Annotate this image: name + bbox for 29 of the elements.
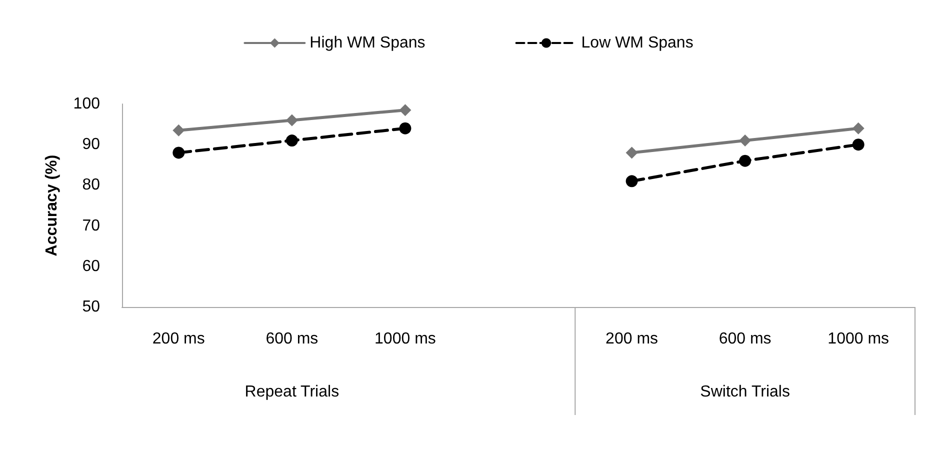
x-tick-label: 1000 ms [374, 330, 436, 348]
x-tick-label: 600 ms [718, 330, 772, 348]
y-tick-label: 80 [82, 176, 100, 194]
x-tick-label: 200 ms [606, 330, 658, 348]
x-tick-label: 600 ms [266, 330, 318, 348]
y-tick-label: 70 [82, 217, 100, 234]
point [172, 146, 185, 159]
y-tick-label: 90 [82, 136, 100, 154]
point [852, 138, 864, 151]
y-tick-label: 50 [82, 298, 100, 316]
text: Switch Trials [700, 384, 790, 400]
point [852, 122, 864, 134]
x-tick-label: 1000 ms [828, 330, 890, 348]
point [739, 134, 752, 147]
y-axis-title: Accuracy (%) [44, 154, 60, 256]
point [286, 114, 298, 126]
point [739, 154, 752, 167]
x-tick-label: 200 ms [152, 330, 205, 348]
y-tick-label: 100 [73, 96, 100, 112]
point [172, 124, 185, 136]
point [399, 122, 412, 134]
point [626, 146, 638, 159]
y-tick-label: 60 [82, 258, 100, 275]
legend-label: Low WM Spans [581, 34, 694, 52]
point [286, 134, 298, 147]
legend-label: High WM Spans [310, 34, 426, 52]
point [626, 175, 638, 188]
point [399, 104, 412, 116]
text: Repeat Trials [244, 384, 340, 400]
